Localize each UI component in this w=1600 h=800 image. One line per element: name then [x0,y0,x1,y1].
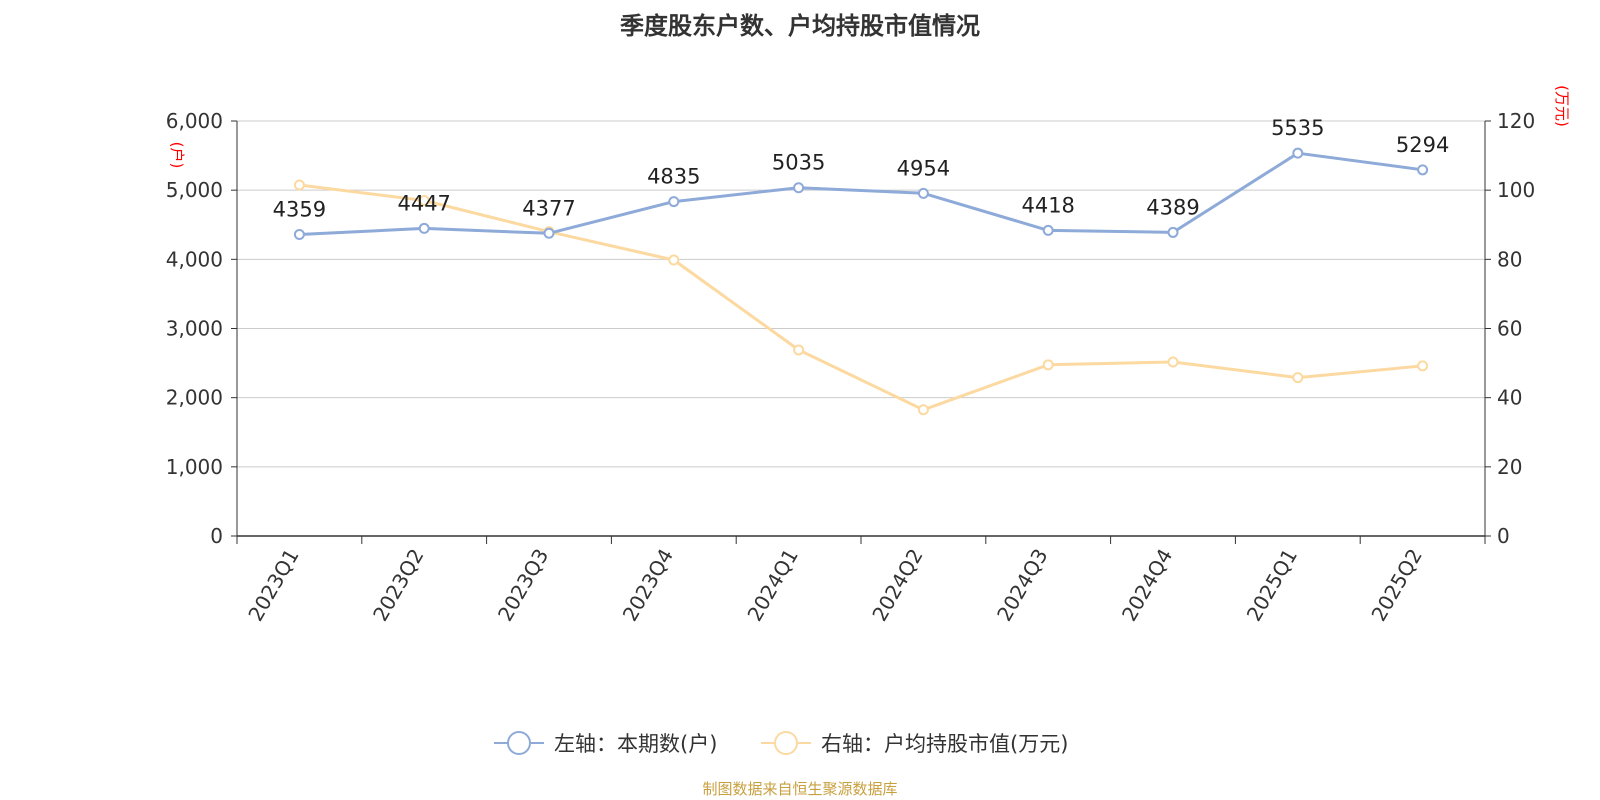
x-axis-tick-label: 2023Q3 [493,545,553,626]
data-label: 4954 [897,156,950,180]
data-label: 4835 [647,165,700,189]
right-axis-unit: (万元) [1553,85,1571,127]
data-point-left [917,187,929,199]
data-label: 4359 [273,198,326,222]
data-label: 4377 [522,196,575,220]
data-point-right [917,404,929,416]
left-axis-tick-label: 6,000 [166,109,223,133]
x-axis-tick-label: 2024Q1 [742,545,802,626]
left-axis-tick-label: 1,000 [166,455,223,479]
data-label: 5294 [1396,133,1449,157]
data-point-right [1417,360,1429,372]
data-point-right [293,179,305,191]
series-line-right [299,183,1423,412]
data-label: 4418 [1021,193,1074,217]
x-axis-tick-label: 2024Q3 [992,545,1052,626]
x-axis-tick-label: 2025Q1 [1242,545,1302,626]
right-axis-tick-label: 80 [1497,247,1522,271]
data-point-left [293,229,305,241]
data-point-left [1167,226,1179,238]
x-axis-tick-label: 2023Q2 [368,545,428,626]
right-axis-tick-label: 60 [1497,317,1522,341]
data-point-left [1042,224,1054,236]
left-axis-tick-label: 5,000 [166,178,223,202]
left-axis-tick-label: 4,000 [166,247,223,271]
data-point-right [1292,372,1304,384]
data-point-left [1417,164,1429,176]
right-axis-tick-label: 120 [1497,109,1535,133]
legend-label: 右轴：户均持股市值(万元) [821,732,1068,756]
left-axis-tick-label: 3,000 [166,317,223,341]
data-point-left [1292,147,1304,159]
data-point-left [418,222,430,234]
series-line-left [299,151,1423,236]
data-label: 4389 [1146,195,1199,219]
data-source-note: 制图数据来自恒生聚源数据库 [702,780,898,798]
data-point-right [793,344,805,356]
data-label: 5035 [772,151,825,175]
data-point-right [1042,359,1054,371]
x-axis-tick-label: 2024Q2 [867,545,927,626]
data-point-left [543,227,555,239]
right-axis-tick-label: 20 [1497,455,1522,479]
x-axis-tick-label: 2025Q2 [1366,545,1426,626]
data-label: 5535 [1271,116,1324,140]
x-axis-tick-label: 2023Q1 [243,545,303,626]
x-axis-tick-label: 2023Q4 [618,545,678,626]
left-axis-tick-label: 0 [210,524,223,548]
legend-swatch-marker [507,731,531,755]
legend-label: 左轴：本期数(户) [554,732,717,756]
data-point-right [1167,356,1179,368]
left-axis-unit: (户) [168,142,186,169]
data-point-right [418,195,430,207]
left-axis-tick-label: 2,000 [166,386,223,410]
data-point-left [668,196,680,208]
data-point-right [668,254,680,266]
legend-swatch-marker [774,731,798,755]
chart-title: 季度股东户数、户均持股市值情况 [620,12,980,40]
data-label: 4447 [397,191,450,215]
right-axis-tick-label: 0 [1497,524,1510,548]
right-axis-tick-label: 100 [1497,178,1535,202]
right-axis-tick-label: 40 [1497,386,1522,410]
data-point-left [793,182,805,194]
x-axis-tick-label: 2024Q4 [1117,545,1177,626]
